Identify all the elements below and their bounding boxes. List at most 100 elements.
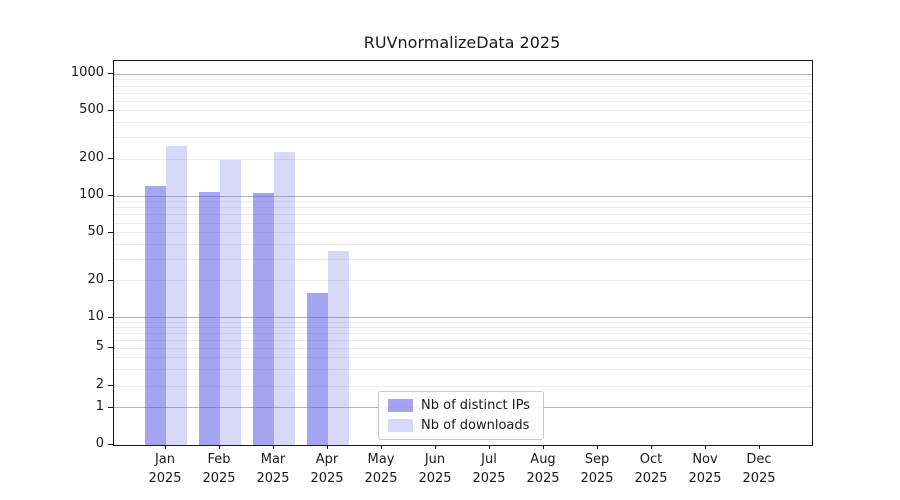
gridline-major-10	[114, 317, 812, 319]
gridline-minor-40	[114, 243, 812, 245]
x-tick-label-jan: Jan 2025	[133, 450, 197, 488]
x-label-year: 2025	[364, 471, 398, 486]
legend-item-distinct-ips: Nb of distinct IPs	[388, 397, 534, 414]
y-tick-1	[108, 406, 113, 408]
x-tick-dec	[759, 445, 760, 449]
y-tick-label-10: 10	[87, 308, 104, 324]
x-label-year: 2025	[526, 471, 560, 486]
x-tick-may	[381, 445, 382, 449]
x-label-month: Feb	[207, 452, 231, 467]
y-tick-label-100: 100	[79, 187, 104, 202]
y-tick-10	[108, 316, 113, 318]
y-tick-label-5: 5	[95, 339, 104, 355]
y-tick-label-50: 50	[87, 223, 104, 239]
gridline-minor-600	[114, 100, 812, 102]
x-tick-mar	[273, 445, 274, 449]
gridline-major-1000	[114, 73, 812, 75]
x-tick-aug	[543, 445, 544, 449]
x-tick-apr	[327, 445, 328, 449]
gridline-minor-300	[114, 137, 812, 139]
x-tick-label-sep: Sep 2025	[565, 450, 629, 488]
legend: Nb of distinct IPs Nb of downloads	[378, 391, 544, 440]
gridline-minor-30	[114, 259, 812, 261]
x-label-year: 2025	[580, 471, 614, 486]
x-tick-sep	[597, 445, 598, 449]
x-label-year: 2025	[688, 471, 722, 486]
gridline-major-100	[114, 195, 812, 197]
y-tick-100	[108, 195, 113, 196]
y-tick-20	[108, 279, 113, 281]
y-tick-0	[108, 444, 113, 445]
legend-label-distinct-ips: Nb of distinct IPs	[421, 398, 530, 413]
x-label-month: Jan	[154, 452, 176, 467]
y-tick-label-0: 0	[95, 436, 104, 451]
legend-label-downloads: Nb of downloads	[421, 418, 530, 433]
x-tick-label-nov: Nov 2025	[673, 450, 737, 488]
gridline-minor-50	[114, 232, 812, 234]
y-tick-label-2: 2	[95, 377, 104, 393]
gridline-minor-60	[114, 222, 812, 224]
gridline-minor-800	[114, 85, 812, 87]
y-tick-label-500: 500	[79, 101, 104, 117]
legend-swatch-distinct-ips	[388, 399, 413, 412]
x-label-year: 2025	[148, 471, 182, 486]
x-label-month: Apr	[315, 452, 339, 467]
gridline-minor-7	[114, 332, 812, 334]
y-tick-50	[108, 231, 113, 233]
x-tick-jun	[435, 445, 436, 449]
y-tick-label-1000: 1000	[70, 65, 104, 81]
gridline-minor-500	[114, 110, 812, 112]
x-label-month: Mar	[260, 452, 286, 467]
chart-title: RUVnormalizeData 2025	[363, 33, 561, 52]
bar-distinct-ips-apr	[307, 292, 328, 445]
bar-distinct-ips-jan	[145, 186, 166, 445]
gridline-minor-70	[114, 214, 812, 216]
bar-downloads-mar	[274, 151, 295, 445]
y-tick-label-200: 200	[79, 150, 104, 166]
gridline-minor-900	[114, 79, 812, 81]
x-tick-jul	[489, 445, 490, 449]
x-tick-label-aug: Aug 2025	[511, 450, 575, 488]
x-tick-label-feb: Feb 2025	[187, 450, 251, 488]
bar-downloads-feb	[220, 159, 241, 445]
y-tick-label-20: 20	[87, 271, 104, 287]
gridline-minor-9	[114, 321, 812, 323]
x-label-year: 2025	[742, 471, 776, 486]
y-tick-5	[108, 347, 113, 349]
gridline-minor-400	[114, 122, 812, 124]
bar-downloads-apr	[328, 251, 349, 445]
x-label-year: 2025	[634, 471, 668, 486]
x-label-month: Aug	[530, 452, 556, 467]
x-tick-label-may: May 2025	[349, 450, 413, 488]
gridline-minor-5	[114, 347, 812, 349]
x-tick-label-dec: Dec 2025	[727, 450, 791, 488]
bar-distinct-ips-feb	[199, 191, 220, 445]
gridline-minor-2	[114, 385, 812, 387]
legend-item-downloads: Nb of downloads	[388, 417, 534, 434]
x-label-month: May	[367, 452, 395, 467]
x-label-month: Dec	[746, 452, 772, 467]
gridline-minor-200	[114, 158, 812, 160]
y-tick-1000	[108, 73, 113, 75]
y-tick-200	[108, 158, 113, 160]
x-tick-label-oct: Oct 2025	[619, 450, 683, 488]
x-tick-jan	[165, 445, 166, 449]
x-tick-label-jul: Jul 2025	[457, 450, 521, 488]
x-tick-oct	[651, 445, 652, 449]
x-tick-label-apr: Apr 2025	[295, 450, 359, 488]
gridline-minor-700	[114, 92, 812, 94]
x-label-year: 2025	[256, 471, 290, 486]
x-label-month: Sep	[584, 452, 610, 467]
gridline-minor-4	[114, 356, 812, 358]
x-label-year: 2025	[418, 471, 452, 486]
y-tick-500	[108, 109, 113, 111]
y-tick-label-1: 1	[95, 398, 104, 414]
gridline-minor-3	[114, 368, 812, 370]
bar-downloads-jan	[166, 145, 187, 445]
x-label-month: Nov	[692, 452, 718, 467]
x-tick-feb	[219, 445, 220, 449]
bar-distinct-ips-mar	[253, 192, 274, 445]
plot-area	[113, 60, 813, 446]
x-label-month: Jul	[481, 452, 497, 467]
